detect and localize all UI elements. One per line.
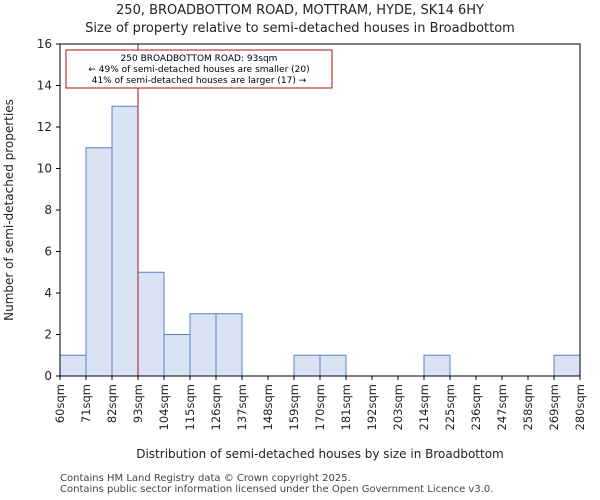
y-tick-label: 14 (37, 79, 52, 93)
y-tick-label: 12 (37, 120, 52, 134)
y-tick-label: 2 (44, 328, 52, 342)
x-tick-label: 280sqm (573, 384, 587, 430)
histogram-bar (137, 271, 165, 377)
histogram-bar (111, 105, 139, 377)
annotation-box: 250 BROADBOTTOM ROAD: 93sqm ← 49% of sem… (65, 49, 333, 89)
histogram-bar (293, 354, 321, 377)
x-tick-label: 258sqm (521, 384, 535, 430)
x-tick-label: 82sqm (105, 384, 119, 423)
x-tick-label: 203sqm (391, 384, 405, 430)
x-tick-label: 159sqm (287, 384, 301, 430)
x-tick-label: 148sqm (261, 384, 275, 430)
x-tick-label: 214sqm (417, 384, 431, 430)
annotation-line-2: ← 49% of semi-detached houses are smalle… (88, 65, 309, 75)
footer-line-1: Contains HM Land Registry data © Crown c… (60, 473, 351, 484)
y-tick-label: 8 (44, 203, 52, 217)
x-tick-label: 60sqm (53, 384, 67, 423)
x-tick-label: 137sqm (235, 384, 249, 430)
x-tick-label: 104sqm (157, 384, 171, 430)
chart-title: 250, BROADBOTTOM ROAD, MOTTRAM, HYDE, SK… (116, 3, 484, 18)
x-tick-label: 192sqm (365, 384, 379, 430)
y-tick-label: 0 (44, 369, 52, 383)
x-tick-label: 115sqm (183, 384, 197, 430)
x-tick-label: 71sqm (79, 384, 93, 423)
y-tick-label: 16 (37, 37, 52, 51)
histogram-bar (189, 313, 217, 377)
y-axis-label: Number of semi-detached properties (2, 99, 16, 321)
y-tick-label: 10 (37, 162, 52, 176)
x-axis-label: Distribution of semi-detached houses by … (136, 447, 504, 461)
x-tick-label: 126sqm (209, 384, 223, 430)
x-tick-label: 247sqm (495, 384, 509, 430)
histogram-bar (163, 334, 191, 377)
x-tick-label: 236sqm (469, 384, 483, 430)
x-tick-label: 225sqm (443, 384, 457, 430)
y-tick-label: 6 (44, 245, 52, 259)
x-tick-label: 170sqm (313, 384, 327, 430)
histogram-bar (423, 354, 451, 377)
annotation-line-3: 41% of semi-detached houses are larger (… (92, 76, 307, 86)
plot-frame (59, 43, 581, 377)
chart-subtitle: Size of property relative to semi-detach… (85, 21, 515, 36)
histogram-bar (319, 354, 347, 377)
x-tick-label: 181sqm (339, 384, 353, 430)
x-tick-label: 93sqm (131, 384, 145, 423)
histogram-bar (215, 313, 243, 377)
y-tick-label: 4 (44, 286, 52, 300)
histogram-bar (59, 354, 87, 377)
histogram-bar (85, 147, 113, 377)
annotation-line-1: 250 BROADBOTTOM ROAD: 93sqm (121, 54, 278, 64)
x-tick-label: 269sqm (547, 384, 561, 430)
footer-line-2: Contains public sector information licen… (60, 484, 494, 495)
histogram-bar (553, 354, 581, 377)
